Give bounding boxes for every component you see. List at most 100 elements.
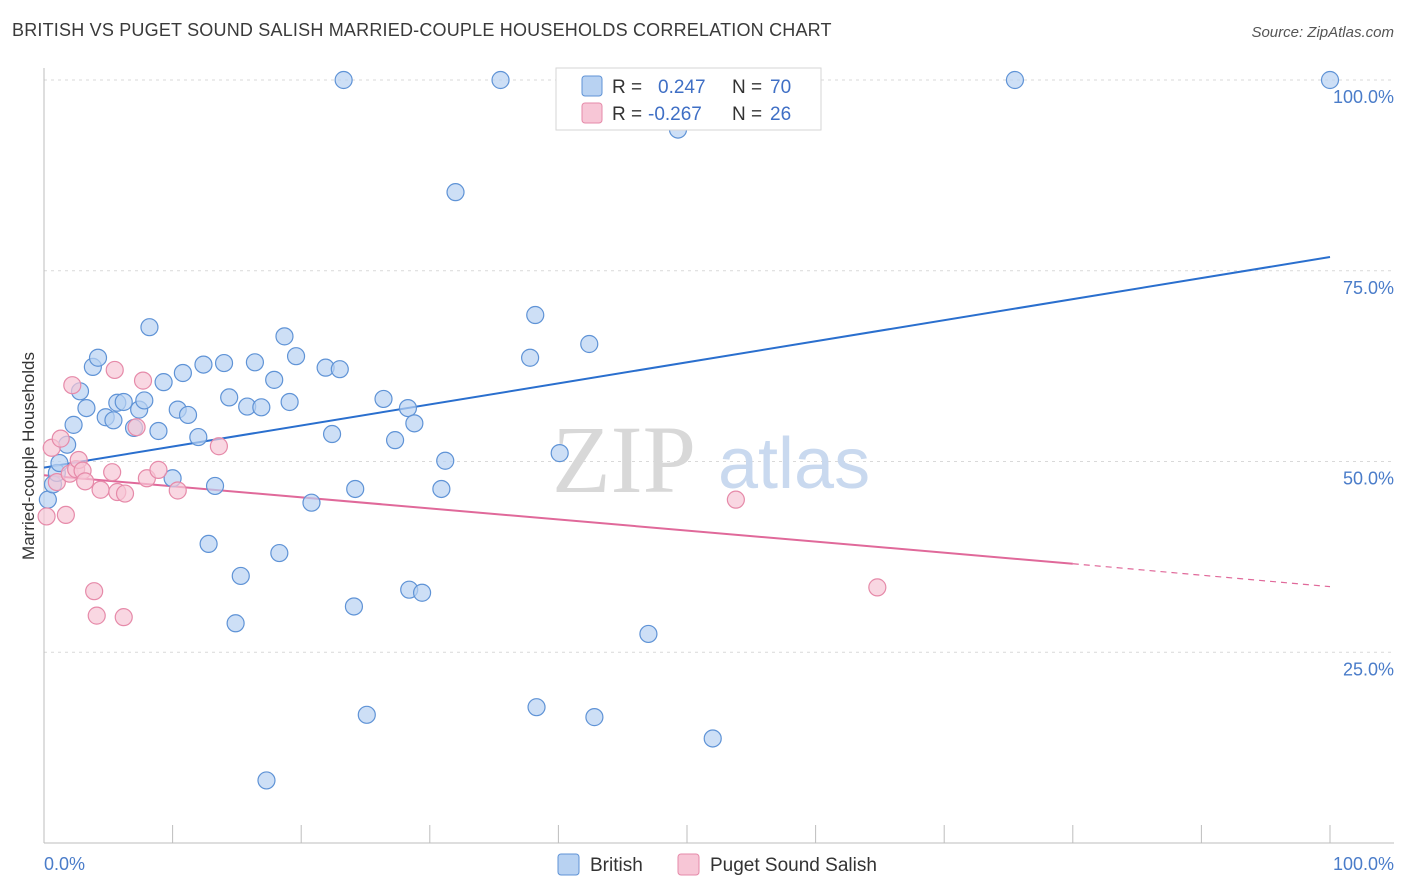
british-point-40 [286, 347, 306, 366]
legend-british-swatch [557, 853, 580, 876]
british-point-55 [432, 479, 451, 499]
british-point-57 [446, 183, 465, 202]
british-point-28 [214, 353, 234, 373]
british-point-19 [154, 373, 173, 392]
salish-point-6 [63, 376, 82, 395]
british-point-45 [334, 70, 353, 90]
x-tick-labels: 0.0% 100.0% [44, 854, 1394, 874]
british-point-50 [385, 431, 405, 450]
salish-point-13 [91, 480, 110, 499]
gridlines [44, 79, 1394, 653]
british-point-18 [149, 421, 168, 441]
british-point-61 [527, 698, 546, 717]
british-point-38 [275, 327, 294, 346]
y-tick-label-1: 50.0% [1343, 469, 1394, 489]
british-point-68 [1005, 70, 1025, 90]
data-points [37, 70, 1340, 790]
salish-n-value: 26 [770, 104, 791, 125]
british-point-25 [194, 355, 213, 374]
y-tick-label-3: 100.0% [1333, 87, 1394, 107]
british-point-36 [265, 370, 284, 389]
british-point-39 [280, 392, 299, 412]
salish-point-18 [115, 484, 135, 503]
british-point-44 [330, 360, 349, 379]
salish-point-23 [168, 481, 187, 500]
british-point-63 [580, 334, 599, 354]
british-point-13 [114, 392, 133, 412]
salish-swatch [581, 102, 603, 124]
y-tick-label-2: 75.0% [1343, 278, 1394, 298]
salish-point-11 [85, 582, 104, 601]
british-point-37 [270, 543, 289, 563]
british-point-29 [220, 388, 239, 407]
salish-point-17 [114, 608, 133, 627]
british-point-48 [357, 705, 376, 724]
british-point-9 [88, 348, 108, 367]
axes [43, 68, 1394, 844]
salish-trend-extension [1072, 563, 1331, 588]
british-n-label: N = [732, 77, 762, 98]
salish-point-10 [76, 472, 95, 491]
british-r-label: R = [612, 77, 642, 98]
watermark: ZIP atlas [552, 406, 870, 513]
british-point-54 [412, 583, 432, 602]
british-point-53 [405, 414, 424, 433]
british-point-27 [205, 476, 225, 496]
salish-point-2 [47, 473, 66, 492]
british-point-64 [585, 708, 604, 727]
salish-point-14 [103, 463, 122, 482]
source-label: Source: ZipAtlas.com [1251, 24, 1394, 41]
salish-r-label: R = [612, 104, 642, 125]
british-point-51 [398, 398, 418, 418]
british-point-24 [189, 427, 208, 447]
salish-point-25 [726, 490, 745, 509]
british-point-65 [639, 624, 658, 644]
british-point-23 [178, 405, 198, 425]
salish-point-22 [149, 460, 168, 479]
salish-point-3 [51, 429, 70, 448]
watermark-zip: ZIP [552, 406, 696, 513]
chart-title: BRITISH VS PUGET SOUND SALISH MARRIED-CO… [12, 20, 832, 40]
x-tick-label-max: 100.0% [1333, 854, 1394, 874]
y-tick-label-0: 25.0% [1343, 659, 1394, 679]
salish-point-20 [133, 371, 153, 390]
salish-point-4 [56, 505, 75, 525]
y-tick-labels: 25.0% 50.0% 75.0% 100.0% [1333, 87, 1394, 679]
british-point-26 [199, 534, 218, 554]
british-point-22 [173, 363, 192, 383]
british-point-33 [245, 353, 265, 372]
british-point-56 [436, 451, 455, 470]
salish-point-24 [209, 437, 228, 456]
british-point-41 [302, 493, 321, 512]
salish-point-0 [37, 507, 56, 526]
legend-british-label: British [590, 855, 643, 876]
british-point-31 [231, 566, 250, 586]
british-trend-line [43, 256, 1331, 469]
british-point-62 [550, 444, 569, 463]
british-point-17 [140, 318, 159, 337]
salish-point-19 [127, 418, 146, 437]
british-point-69 [1320, 70, 1340, 90]
british-r-value: 0.247 [658, 77, 706, 98]
salish-point-26 [868, 578, 887, 597]
british-point-60 [526, 305, 545, 325]
british-point-49 [374, 389, 393, 409]
salish-r-value: -0.267 [648, 104, 702, 125]
legend-salish-label: Puget Sound Salish [710, 855, 877, 876]
british-point-11 [104, 411, 123, 430]
british-point-0 [38, 490, 57, 509]
british-point-58 [491, 70, 510, 90]
salish-point-12 [87, 606, 106, 625]
stats-legend: R = 0.247 N = 70 R = -0.267 N = 26 [555, 67, 822, 131]
british-n-value: 70 [770, 77, 791, 98]
british-point-30 [226, 614, 245, 633]
british-point-46 [344, 597, 364, 616]
british-point-7 [77, 398, 96, 418]
british-point-43 [322, 424, 342, 444]
british-point-59 [521, 348, 540, 367]
watermark-atlas: atlas [718, 424, 870, 504]
salish-n-label: N = [732, 104, 762, 125]
british-point-35 [257, 771, 276, 790]
series-legend: British Puget Sound Salish [557, 853, 877, 876]
